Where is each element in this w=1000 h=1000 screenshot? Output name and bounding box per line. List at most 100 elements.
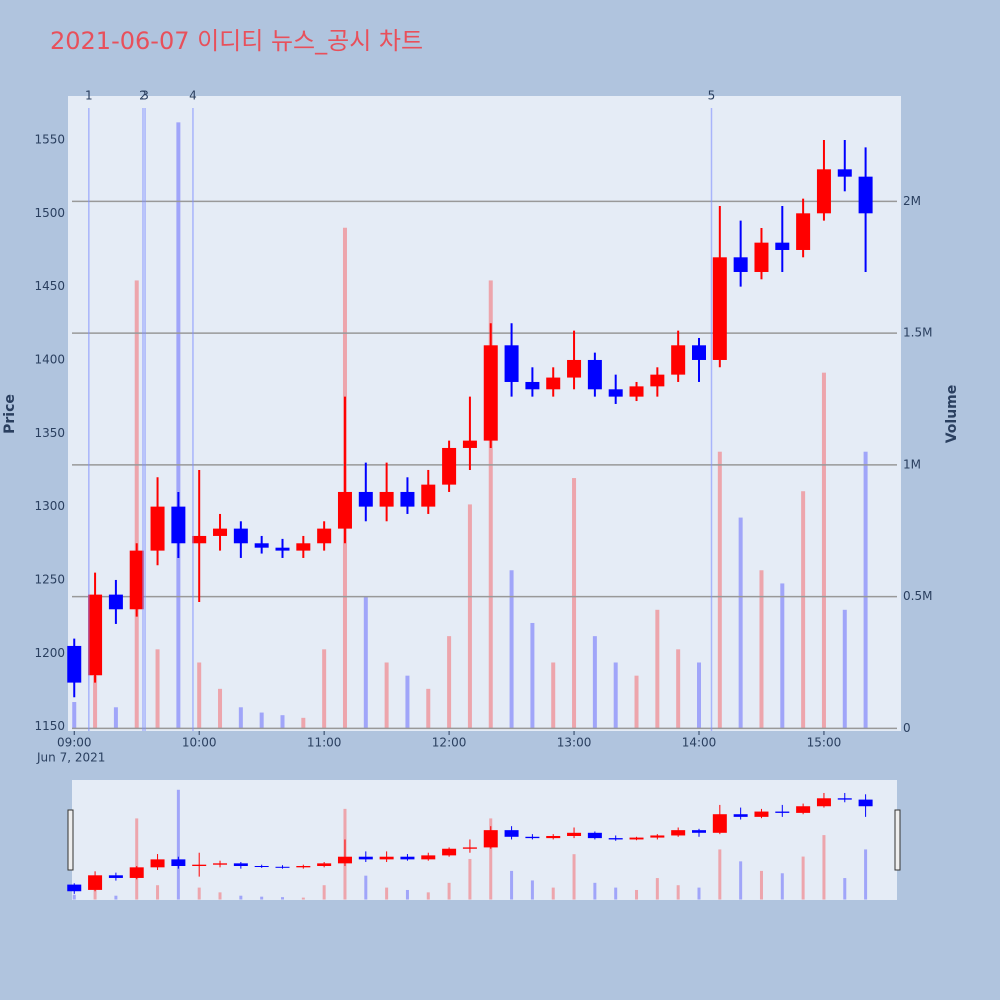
mini-volume-bar (739, 861, 743, 900)
volume-bar (863, 451, 868, 729)
mini-volume-bar (843, 878, 847, 900)
mini-volume-bar (759, 870, 763, 900)
candle-body (775, 242, 790, 250)
mini-candle-body (754, 811, 769, 817)
volume-bar (363, 596, 368, 729)
candle-body (254, 543, 269, 548)
y2-tick-label: 0.5M (903, 589, 932, 603)
candle-body (442, 447, 457, 485)
x-tick-label: 11:00 (307, 736, 342, 750)
y-tick-label: 1400 (34, 352, 65, 366)
candle-body (129, 550, 144, 610)
mini-candle-body (337, 856, 352, 864)
mini-candle-body (421, 855, 436, 860)
y-tick-label: 1350 (34, 426, 65, 440)
mini-candle-body (296, 866, 311, 868)
mini-candle-body (171, 859, 186, 867)
volume-bar (780, 583, 785, 729)
candle-body (608, 389, 623, 397)
mini-volume-bar (635, 889, 639, 900)
volume-bar (301, 717, 306, 729)
volume-bar (717, 451, 722, 729)
mini-volume-bar (364, 875, 368, 900)
mini-candle-body (629, 837, 644, 840)
chart-title: 2021-06-07 이디티 뉴스_공시 차트 (50, 27, 423, 55)
volume-bar (197, 662, 202, 729)
mini-volume-bar (801, 856, 805, 900)
mini-candle-body (358, 856, 373, 860)
mini-candle-body (233, 863, 248, 867)
y-tick-label: 1450 (34, 279, 65, 293)
candle-body (504, 345, 519, 382)
volume-bar (530, 622, 535, 729)
y-tick-label: 1500 (34, 206, 65, 220)
slider-handle[interactable] (67, 809, 74, 871)
mini-volume-bar (530, 880, 534, 900)
candle-body (796, 213, 811, 250)
volume-bar (259, 712, 264, 729)
mini-volume-bar (489, 818, 493, 900)
volume-bar (134, 280, 139, 729)
candle-body (88, 594, 103, 676)
volume-bar (113, 707, 118, 729)
mini-volume-bar (260, 896, 264, 900)
candle-body (192, 535, 207, 544)
candle-body (837, 169, 852, 177)
volume-bar (759, 570, 764, 729)
volume-bar (488, 280, 493, 729)
mini-volume-bar (551, 887, 555, 900)
news-label: 4 (189, 89, 197, 103)
candle-body (671, 345, 686, 375)
candle-body (337, 491, 352, 529)
volume-bar (509, 570, 514, 729)
y-axis-title: Price (2, 394, 18, 434)
candle-body (816, 169, 831, 214)
volume-bar (72, 702, 77, 729)
mini-volume-bar (822, 835, 826, 900)
mini-volume-bar (239, 895, 243, 900)
mini-candle-body (254, 866, 269, 868)
mini-candle-body (108, 875, 123, 878)
news-label: 3 (141, 89, 149, 103)
mini-volume-bar (405, 889, 409, 900)
volume-bar (218, 688, 223, 729)
mini-candle-body (671, 830, 686, 836)
news-label: 2 (139, 89, 147, 103)
mini-candle-body (567, 832, 582, 836)
volume-bar (821, 372, 826, 729)
mini-candle-body (650, 835, 665, 838)
volume-bar (155, 649, 160, 729)
mini-volume-bar (301, 897, 305, 900)
y-tick-label: 1250 (34, 572, 65, 586)
volume-bar (634, 675, 639, 729)
mini-candle-body (775, 811, 790, 813)
y2-tick-label: 1M (903, 457, 921, 471)
mini-volume-bar (718, 849, 722, 900)
mini-candle-body (504, 830, 519, 837)
mini-candle-body (213, 863, 228, 865)
slider-handle[interactable] (894, 809, 901, 871)
mini-volume-bar (72, 894, 76, 900)
mini-volume-bar (468, 858, 472, 900)
volume-bar (842, 609, 847, 729)
candle-body (754, 242, 769, 272)
volume-bar (696, 662, 701, 729)
y-tick-label: 1550 (34, 132, 65, 146)
mini-candle-body (712, 814, 727, 833)
volume-bar (238, 707, 243, 729)
mini-volume-bar (426, 892, 430, 900)
x-tick-label: 12:00 (432, 736, 467, 750)
volume-bar (384, 662, 389, 729)
mini-volume-bar (156, 885, 160, 900)
candle-body (296, 543, 311, 551)
mini-volume-bar (572, 854, 576, 900)
y2-tick-label: 1.5M (903, 326, 932, 340)
candle-body (108, 594, 123, 610)
volume-bar (613, 662, 618, 729)
mini-volume-bar (655, 878, 659, 900)
x-tick-label: 15:00 (807, 736, 842, 750)
mini-volume-bar (176, 789, 180, 900)
y-tick-label: 1200 (34, 646, 65, 660)
volume-bar (801, 491, 806, 729)
candle-body (650, 374, 665, 387)
